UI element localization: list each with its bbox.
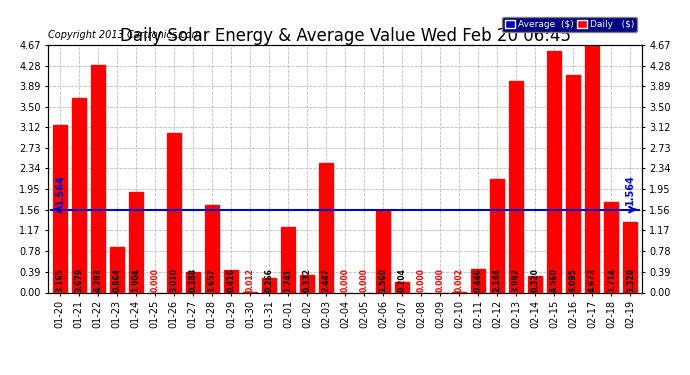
Text: 0.388: 0.388 — [188, 268, 197, 292]
Text: 0.204: 0.204 — [397, 268, 406, 292]
Text: Copyright 2013 Cartronics.com: Copyright 2013 Cartronics.com — [48, 30, 201, 40]
Text: 1.560: 1.560 — [379, 268, 388, 292]
Text: 1.328: 1.328 — [626, 268, 635, 292]
Bar — [490, 179, 504, 292]
Text: 0.266: 0.266 — [264, 268, 273, 292]
Text: 0.446: 0.446 — [473, 268, 482, 292]
Bar — [585, 45, 600, 292]
Bar — [471, 269, 485, 292]
Text: 4.673: 4.673 — [588, 268, 597, 292]
Bar — [90, 65, 105, 292]
Text: 3.010: 3.010 — [169, 268, 178, 292]
Legend: Average  ($), Daily   ($): Average ($), Daily ($) — [502, 17, 637, 32]
Text: 0.000: 0.000 — [150, 268, 159, 292]
Bar — [300, 275, 314, 292]
Bar — [528, 276, 542, 292]
Bar — [623, 222, 638, 292]
Text: 1.904: 1.904 — [131, 268, 140, 292]
Text: 0.002: 0.002 — [455, 268, 464, 292]
Bar — [167, 133, 181, 292]
Text: 0.864: 0.864 — [112, 268, 121, 292]
Text: 0.000: 0.000 — [435, 268, 444, 292]
Bar — [186, 272, 200, 292]
Text: 1.564: 1.564 — [55, 175, 65, 206]
Bar — [205, 205, 219, 292]
Text: 0.000: 0.000 — [417, 268, 426, 292]
Text: 0.000: 0.000 — [340, 268, 350, 292]
Text: 0.320: 0.320 — [531, 268, 540, 292]
Text: 4.560: 4.560 — [550, 268, 559, 292]
Bar — [128, 192, 143, 292]
Text: 0.416: 0.416 — [226, 268, 235, 292]
Text: 4.095: 4.095 — [569, 268, 578, 292]
Bar — [604, 202, 618, 292]
Bar — [224, 270, 238, 292]
Bar — [319, 163, 333, 292]
Bar — [110, 247, 124, 292]
Bar — [376, 210, 390, 292]
Bar — [509, 81, 523, 292]
Text: 1.564: 1.564 — [625, 175, 635, 206]
Text: 3.992: 3.992 — [512, 268, 521, 292]
Bar — [72, 98, 86, 292]
Bar — [547, 51, 562, 292]
Bar — [281, 227, 295, 292]
Text: 1.714: 1.714 — [607, 268, 615, 292]
Text: 2.447: 2.447 — [322, 268, 331, 292]
Text: 0.012: 0.012 — [246, 268, 255, 292]
Bar — [52, 125, 67, 292]
Title: Daily Solar Energy & Average Value Wed Feb 20 06:45: Daily Solar Energy & Average Value Wed F… — [119, 27, 571, 45]
Bar — [395, 282, 409, 292]
Bar — [566, 75, 580, 292]
Text: 4.293: 4.293 — [93, 268, 102, 292]
Text: 3.165: 3.165 — [55, 268, 64, 292]
Text: 3.679: 3.679 — [75, 268, 83, 292]
Text: 0.000: 0.000 — [359, 268, 368, 292]
Text: 2.144: 2.144 — [493, 268, 502, 292]
Text: 1.241: 1.241 — [284, 268, 293, 292]
Bar — [262, 278, 276, 292]
Text: 1.657: 1.657 — [208, 268, 217, 292]
Text: 0.332: 0.332 — [302, 268, 311, 292]
